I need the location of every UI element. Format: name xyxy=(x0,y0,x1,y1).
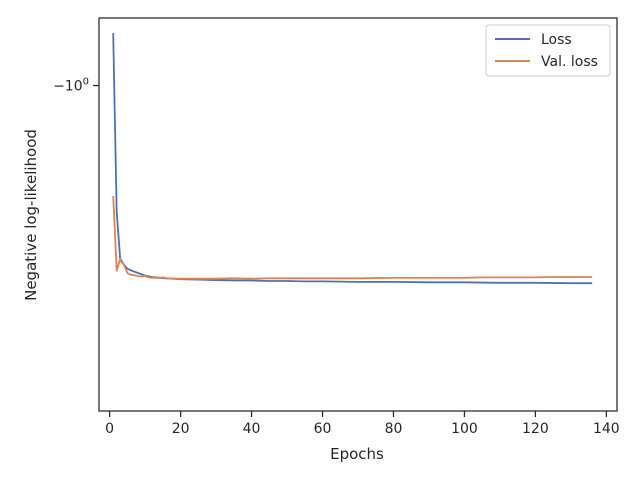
series-line-val-loss xyxy=(112,195,593,280)
x-ticks: 0 20 40 60 80 100 120 140 xyxy=(105,411,620,437)
legend-label-loss: Loss xyxy=(541,32,572,48)
x-tick-label: 60 xyxy=(314,421,332,437)
x-tick-label: 120 xyxy=(522,421,549,437)
x-tick-label: 20 xyxy=(172,421,190,437)
x-tick-label: 40 xyxy=(243,421,261,437)
x-tick-label: 80 xyxy=(385,421,403,437)
x-tick-label: 100 xyxy=(451,421,478,437)
plot-frame xyxy=(98,17,618,412)
plot-area xyxy=(99,18,617,411)
series-layer xyxy=(112,33,593,285)
legend: Loss Val. loss xyxy=(485,24,611,77)
y-axis-label: Negative log-likelihood xyxy=(22,129,40,301)
legend-box xyxy=(485,24,611,77)
x-tick-label: 140 xyxy=(593,421,620,437)
y-tick-label: −100 xyxy=(53,77,89,95)
x-tick-label: 0 xyxy=(105,421,114,437)
x-axis-label: Epochs xyxy=(330,445,384,463)
legend-label-val-loss: Val. loss xyxy=(541,54,598,70)
y-ticks: −100 xyxy=(53,77,99,95)
